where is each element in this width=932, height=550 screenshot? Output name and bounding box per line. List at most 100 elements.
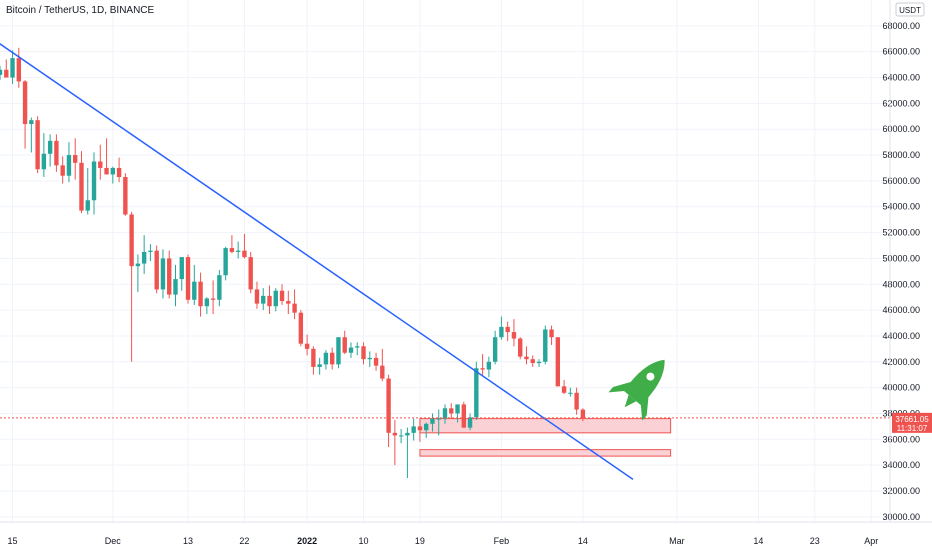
trendline[interactable] [0, 31, 634, 480]
candle [73, 138, 78, 180]
candle-body [342, 337, 347, 353]
candle [286, 290, 291, 314]
candle [79, 151, 84, 214]
candle-body [29, 120, 34, 125]
support-zone[interactable] [419, 449, 672, 457]
candle-body [424, 423, 429, 431]
candle [304, 334, 310, 356]
candle [179, 257, 184, 291]
candle [405, 427, 410, 479]
candle [110, 166, 116, 184]
candle-body [47, 140, 53, 154]
y-tick-label: 44000.00 [882, 331, 920, 341]
candle-body [22, 81, 28, 125]
candle [499, 316, 504, 340]
candle [336, 337, 341, 369]
candle-body [123, 177, 128, 215]
candle [317, 357, 322, 375]
candle-body [430, 418, 435, 424]
y-tick-label: 36000.00 [882, 434, 920, 444]
candle-body [223, 248, 228, 276]
time-axis[interactable]: 15 Dec 13 22 2022 10 19 Feb 14 Mar 14 23 Apr [0, 521, 932, 550]
candle [449, 403, 454, 419]
candle-body [279, 290, 285, 302]
candle-body [91, 161, 97, 201]
candle-body [185, 257, 191, 300]
candle [580, 408, 586, 422]
candle [261, 288, 266, 311]
y-tick-label: 34000.00 [882, 460, 920, 470]
price-axis[interactable]: 30000.0032000.0034000.0036000.0038000.00… [882, 0, 932, 550]
candle-body [449, 408, 454, 414]
support-zones[interactable] [419, 418, 672, 457]
x-tick-label: 15 [8, 536, 18, 546]
price-tag-countdown: 11:31:07 [897, 424, 928, 433]
candle-body [129, 214, 134, 267]
candle-body [417, 426, 423, 431]
y-tick-label: 32000.00 [882, 486, 920, 496]
candle-body [104, 167, 109, 175]
candle-body [198, 281, 203, 307]
candle-body [524, 356, 529, 360]
candle [98, 144, 103, 180]
candle-body [518, 338, 523, 357]
y-tick-label: 40000.00 [882, 383, 920, 393]
price-axis-background [890, 0, 932, 550]
candle [135, 254, 141, 293]
candle-body [254, 289, 260, 304]
candle [0, 65, 3, 81]
candle-body [292, 303, 297, 313]
candle-body [311, 348, 316, 367]
x-tick-label: 14 [578, 536, 588, 546]
y-tick-label: 66000.00 [882, 47, 920, 57]
x-tick-label: 13 [183, 536, 193, 546]
candle [123, 173, 128, 216]
candle [54, 134, 59, 172]
y-tick-label: 54000.00 [882, 202, 920, 212]
candle-body [229, 248, 235, 252]
candle [60, 156, 65, 184]
y-tick-label: 68000.00 [882, 21, 920, 31]
candle-body [499, 326, 504, 338]
candle [561, 379, 567, 395]
candle-body [405, 432, 410, 436]
time-axis-background [0, 522, 932, 550]
candle-body [380, 365, 385, 379]
trendline-segment[interactable] [0, 31, 634, 480]
candle-body [298, 312, 304, 344]
candle-body [210, 298, 216, 300]
x-tick-label: 10 [359, 536, 369, 546]
candle-body [192, 281, 197, 300]
candle [505, 321, 510, 342]
candle-body [79, 162, 84, 211]
candle [355, 342, 360, 356]
candle-body [323, 352, 329, 365]
candle-body [286, 301, 291, 304]
candle [129, 211, 134, 362]
candle-body [442, 408, 448, 419]
candle-body [336, 337, 341, 365]
candle [29, 117, 34, 153]
candle-body [511, 332, 517, 339]
candle-body [0, 69, 3, 75]
candle-body [561, 386, 567, 393]
candle-body [73, 155, 78, 163]
x-tick-label: 2022 [297, 536, 317, 546]
candle-body [461, 404, 466, 428]
candle [22, 80, 28, 149]
candle [242, 233, 247, 259]
y-tick-label: 52000.00 [882, 228, 920, 238]
candle-body [54, 140, 59, 166]
candle-body [41, 153, 47, 170]
candle [229, 235, 235, 254]
candle [367, 351, 372, 367]
candle-body [574, 392, 579, 410]
candle-body [235, 250, 241, 252]
candle-body [179, 257, 184, 280]
candle-body [10, 58, 15, 78]
candle [543, 325, 548, 365]
candle [511, 319, 517, 347]
candle [311, 346, 316, 375]
currency-badge[interactable]: USDT [895, 2, 925, 17]
